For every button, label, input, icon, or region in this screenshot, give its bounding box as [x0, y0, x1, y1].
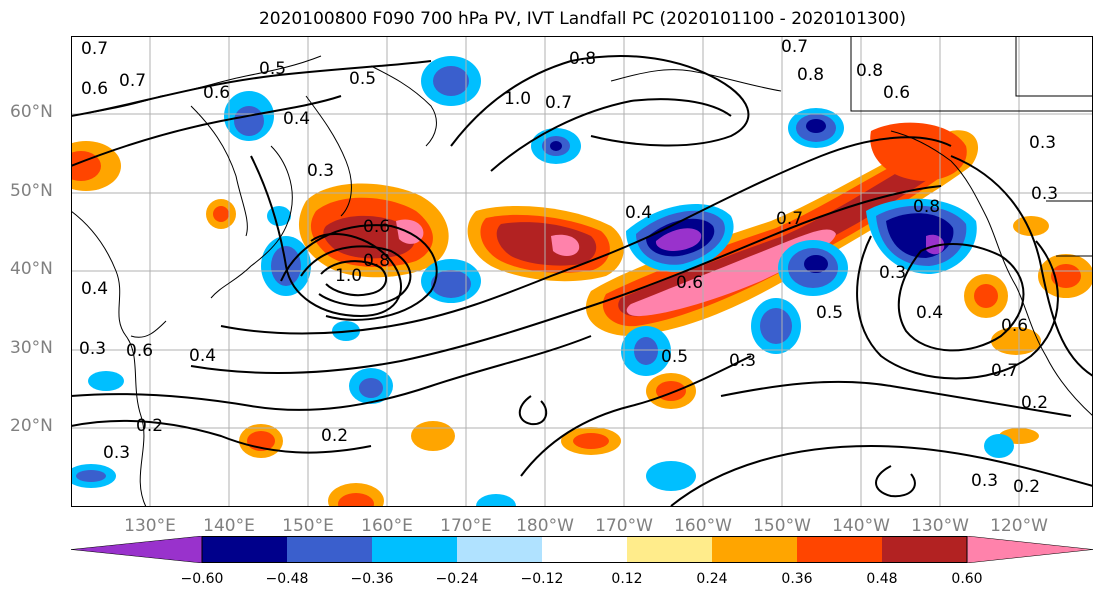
- contour-label: 0.7: [81, 39, 108, 59]
- contour-label: 0.2: [1013, 477, 1040, 497]
- colorbar-segment: [202, 536, 287, 563]
- map-title: 2020100800 F090 700 hPa PV, IVT Landfall…: [258, 9, 906, 29]
- lat-label: 60°N: [10, 102, 53, 122]
- colorbar-segment: [542, 536, 627, 563]
- contour-label: 0.2: [136, 416, 163, 436]
- contour-label: 0.7: [776, 209, 803, 229]
- contour-label: 0.6: [1001, 316, 1028, 336]
- lon-label: 140°W: [832, 516, 890, 536]
- lat-label: 20°N: [10, 416, 53, 436]
- contour-label: 0.3: [79, 339, 106, 359]
- contour-label: 0.8: [569, 49, 596, 69]
- contour-label: 0.3: [1029, 133, 1056, 153]
- contour-label: 0.5: [349, 69, 376, 89]
- contour-label: 0.6: [363, 217, 390, 237]
- map-panel: 0.7 0.6 0.7 0.5 0.6 0.5 0.4 0.3 0.6 0.8 …: [71, 36, 1093, 507]
- contour-label: 0.4: [916, 303, 943, 323]
- graticule: [71, 36, 1093, 507]
- lon-label: 160°E: [361, 516, 413, 536]
- contour-label: 0.5: [661, 347, 688, 367]
- colorbar-tick-label: 0.24: [696, 571, 728, 587]
- contour-label: 0.7: [991, 361, 1018, 381]
- colorbar-segment: [627, 536, 712, 563]
- lon-label: 180°W: [516, 516, 574, 536]
- contour-label-layer: 0.7 0.6 0.7 0.5 0.6 0.5 0.4 0.3 0.6 0.8 …: [79, 37, 1058, 497]
- lon-label: 170°E: [440, 516, 492, 536]
- lon-label: 140°E: [203, 516, 255, 536]
- colorbar-segment: [372, 536, 457, 563]
- lon-label: 150°W: [753, 516, 811, 536]
- contour-label: 0.6: [676, 273, 703, 293]
- contour-label: 1.0: [504, 89, 531, 109]
- contour-label: 0.6: [81, 79, 108, 99]
- contour-label: 0.7: [781, 37, 808, 57]
- contour-label: 0.8: [913, 197, 940, 217]
- lon-label: 150°E: [282, 516, 334, 536]
- colorbar: [71, 536, 1093, 563]
- colorbar-tick-label: −0.12: [520, 571, 564, 587]
- contour-label: 0.2: [321, 426, 348, 446]
- contour-label: 0.2: [1021, 393, 1048, 413]
- colorbar-tick-label: 0.48: [866, 571, 898, 587]
- colorbar-segment: [882, 536, 967, 563]
- colorbar-tick-label: 0.12: [611, 571, 643, 587]
- contour-label: 0.3: [1031, 184, 1058, 204]
- colorbar-tick-label: −0.24: [435, 571, 479, 587]
- contour-label: 0.7: [119, 71, 146, 91]
- lon-label: 120°W: [990, 516, 1048, 536]
- colorbar-tick-label: −0.60: [180, 571, 224, 587]
- lon-label: 160°W: [674, 516, 732, 536]
- contour-label: 0.5: [816, 303, 843, 323]
- contour-label: 0.4: [81, 279, 108, 299]
- contour-label: 0.3: [879, 263, 906, 283]
- colorbar-segment: [457, 536, 542, 563]
- contour-label: 0.4: [283, 109, 310, 129]
- colorbar-tick-label: 0.60: [951, 571, 983, 587]
- colorbar-tick-label: −0.36: [350, 571, 394, 587]
- ivt-contours: [71, 55, 1093, 507]
- colorbar-segment: [797, 536, 882, 563]
- colorbar-tick-label: 0.36: [781, 571, 813, 587]
- lon-label: 130°E: [124, 516, 176, 536]
- contour-label: 0.7: [545, 93, 572, 113]
- contour-label: 0.5: [259, 59, 286, 79]
- contour-label: 0.3: [103, 443, 130, 463]
- lon-label: 170°W: [595, 516, 653, 536]
- contour-label: 0.3: [729, 351, 756, 371]
- contour-label: 0.6: [203, 83, 230, 103]
- contour-label: 0.3: [971, 471, 998, 491]
- contour-label: 0.8: [363, 251, 390, 271]
- contour-label: 0.4: [625, 203, 652, 223]
- lat-label: 40°N: [10, 259, 53, 279]
- colorbar-segment: [287, 536, 372, 563]
- contour-label: 0.4: [189, 346, 216, 366]
- lat-label: 30°N: [10, 338, 53, 358]
- colorbar-segment: [966, 536, 1093, 563]
- contour-label: 0.3: [307, 161, 334, 181]
- colorbar-border: [201, 536, 968, 563]
- colorbar-tick-label: −0.48: [265, 571, 309, 587]
- contour-label: 0.8: [856, 61, 883, 81]
- contour-label: 1.0: [335, 266, 362, 286]
- map-border: [71, 36, 1093, 507]
- colorbar-segment: [712, 536, 797, 563]
- contour-label: 0.8: [797, 65, 824, 85]
- colorbar-segment: [71, 536, 203, 563]
- contour-label: 0.6: [126, 341, 153, 361]
- contour-label: 0.6: [883, 83, 910, 103]
- lat-label: 50°N: [10, 181, 53, 201]
- lon-label: 130°W: [911, 516, 969, 536]
